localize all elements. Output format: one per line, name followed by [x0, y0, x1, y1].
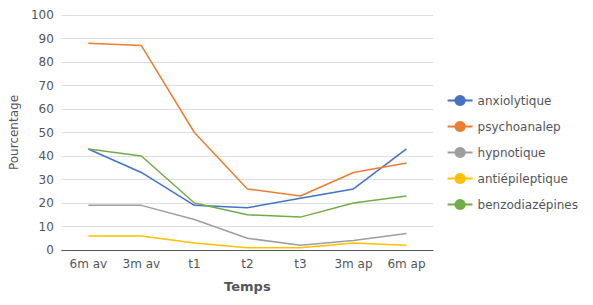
svg-text:30: 30	[39, 173, 54, 187]
svg-text:10: 10	[39, 220, 54, 234]
svg-text:90: 90	[39, 32, 54, 46]
svg-text:70: 70	[39, 79, 54, 93]
svg-text:Temps: Temps	[224, 279, 271, 294]
svg-text:Pourcentage: Pourcentage	[7, 95, 21, 170]
svg-text:40: 40	[39, 149, 54, 163]
svg-text:80: 80	[39, 55, 54, 69]
svg-text:0: 0	[46, 243, 54, 257]
svg-text:50: 50	[39, 126, 54, 140]
svg-text:6m av: 6m av	[70, 257, 108, 271]
svg-text:t3: t3	[294, 257, 306, 271]
svg-text:anxiolytique: anxiolytique	[478, 94, 552, 108]
svg-text:t2: t2	[241, 257, 253, 271]
svg-text:t1: t1	[188, 257, 200, 271]
svg-text:6m ap: 6m ap	[387, 257, 425, 271]
svg-text:60: 60	[39, 102, 54, 116]
svg-text:benzodiazépines: benzodiazépines	[478, 198, 578, 212]
svg-text:3m ap: 3m ap	[334, 257, 372, 271]
svg-text:antiépileptique: antiépileptique	[478, 172, 568, 186]
svg-text:20: 20	[39, 196, 54, 210]
svg-text:psychoanalep: psychoanalep	[478, 120, 561, 134]
svg-text:100: 100	[31, 8, 54, 22]
svg-text:hypnotique: hypnotique	[478, 146, 546, 160]
svg-text:3m av: 3m av	[123, 257, 161, 271]
